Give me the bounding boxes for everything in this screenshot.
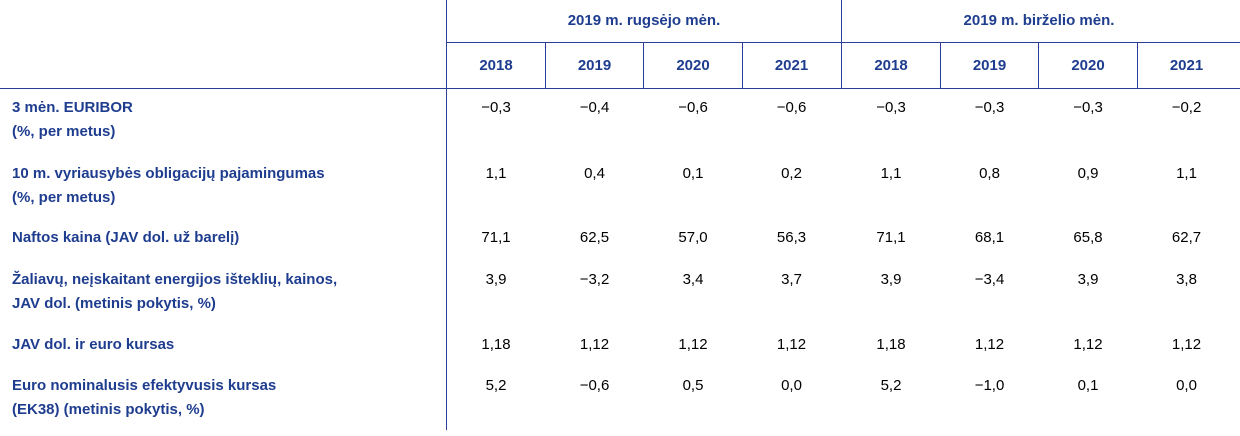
year-header: 2020: [676, 57, 710, 74]
divider: [643, 42, 644, 88]
cell-value: −0,6: [579, 377, 610, 394]
cell-value: 3,4: [682, 271, 704, 288]
divider: [545, 42, 546, 88]
cell-value: −0,3: [876, 99, 906, 116]
year-header: 2019: [972, 57, 1007, 74]
cell-value: 0,1: [682, 165, 704, 182]
cell-value: 1,12: [579, 336, 610, 353]
divider: [841, 0, 842, 88]
cell-value: 1,12: [776, 336, 807, 353]
cell-value: 0,0: [781, 377, 802, 394]
cell-value: 1,18: [481, 336, 511, 353]
cell-value: 68,1: [974, 229, 1005, 246]
divider: [446, 0, 447, 430]
row-label: Euro nominalusis efektyvusis kursas (EK3…: [12, 377, 277, 418]
cell-value: 0,1: [1077, 377, 1099, 394]
year-header: 2019: [577, 57, 612, 74]
cell-value: −0,3: [481, 99, 511, 116]
cell-value: 71,1: [876, 229, 906, 246]
cell-value: 3,8: [1176, 271, 1197, 288]
cell-value: 3,7: [781, 271, 802, 288]
divider: [446, 42, 1240, 43]
row-label: Naftos kaina (JAV dol. už barelį): [12, 229, 240, 246]
divider: [1038, 42, 1039, 88]
cell-value: 65,8: [1073, 229, 1103, 246]
row-label: 3 mėn. EURIBOR (%, per metus): [12, 99, 133, 140]
cell-value: 0,0: [1176, 377, 1197, 394]
cell-value: −3,2: [579, 271, 610, 288]
cell-value: 56,3: [776, 229, 807, 246]
year-header: 2020: [1071, 57, 1105, 74]
cell-value: −0,6: [776, 99, 807, 116]
cell-value: 1,18: [876, 336, 906, 353]
cell-value: 62,7: [1171, 229, 1202, 246]
cell-value: 1,12: [1073, 336, 1103, 353]
cell-value: 5,2: [485, 377, 507, 394]
year-header: 2018: [874, 57, 908, 74]
year-header: 2021: [1169, 57, 1204, 74]
row-label: JAV dol. ir euro kursas: [12, 336, 175, 353]
cell-value: 1,1: [485, 165, 507, 182]
cell-value: −0,3: [1073, 99, 1103, 116]
divider: [1137, 42, 1138, 88]
cell-value: 1,12: [974, 336, 1005, 353]
row-label: Žaliavų, neįskaitant energijos išteklių,…: [12, 271, 338, 312]
cell-value: 0,8: [979, 165, 1000, 182]
divider: [0, 88, 1240, 89]
group-header: 2019 m. rugsėjo mėn.: [567, 12, 721, 29]
cell-value: 71,1: [481, 229, 511, 246]
cell-value: 3,9: [880, 271, 902, 288]
year-header: 2021: [774, 57, 809, 74]
cell-value: 1,12: [1171, 336, 1202, 353]
cell-value: 0,5: [682, 377, 704, 394]
divider: [940, 42, 941, 88]
cell-value: 0,9: [1077, 165, 1099, 182]
divider: [742, 42, 743, 88]
cell-value: −0,6: [678, 99, 708, 116]
cell-value: −3,4: [974, 271, 1005, 288]
cell-value: 3,9: [1077, 271, 1099, 288]
cell-value: 1,1: [1176, 165, 1197, 182]
cell-value: 62,5: [579, 229, 610, 246]
cell-value: 1,12: [678, 336, 708, 353]
cell-value: 0,4: [584, 165, 605, 182]
cell-value: 5,2: [880, 377, 902, 394]
cell-value: 3,9: [485, 271, 507, 288]
cell-value: −0,4: [579, 99, 610, 116]
group-header: 2019 m. birželio mėn.: [963, 12, 1115, 29]
cell-value: −1,0: [974, 377, 1005, 394]
cell-value: 1,1: [880, 165, 902, 182]
row-label: 10 m. vyriausybės obligacijų pajaminguma…: [12, 165, 325, 206]
cell-value: −0,2: [1171, 99, 1202, 116]
cell-value: 0,2: [781, 165, 802, 182]
cell-value: −0,3: [974, 99, 1005, 116]
year-header: 2018: [479, 57, 513, 74]
cell-value: 57,0: [678, 229, 708, 246]
